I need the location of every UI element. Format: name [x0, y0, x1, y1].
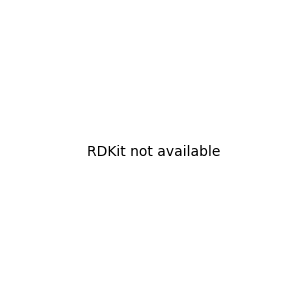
Text: RDKit not available: RDKit not available — [87, 145, 220, 158]
